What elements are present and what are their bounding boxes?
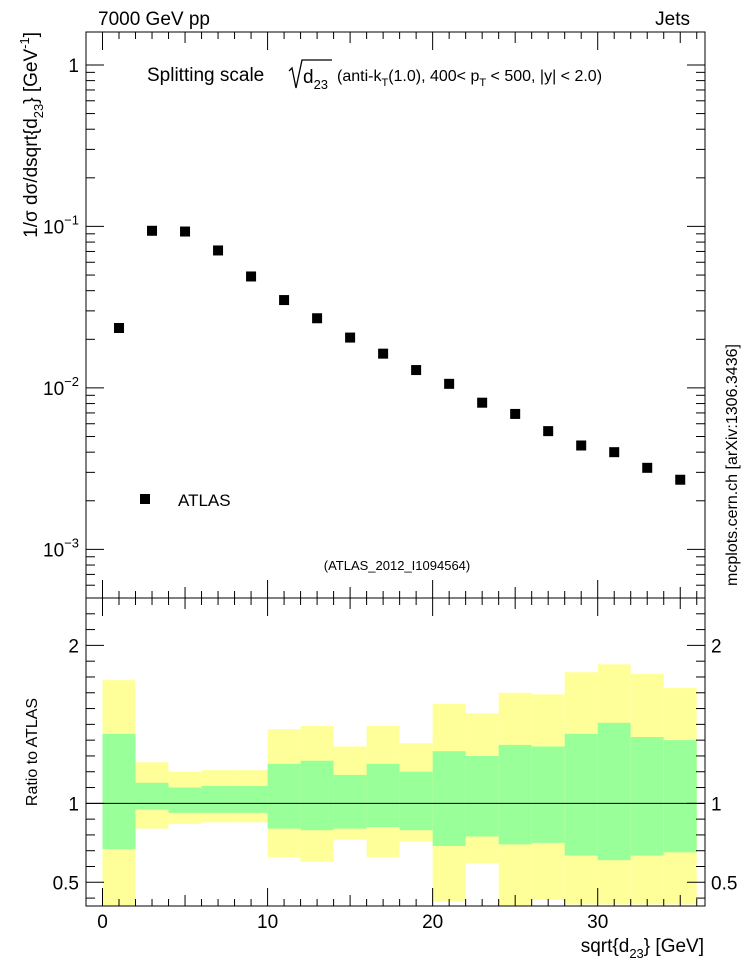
ratio-y-tick-label: 1 [68, 794, 79, 815]
data-point [609, 447, 620, 458]
data-point [279, 295, 290, 306]
ratio-y-tick-label: 0.5 [53, 873, 79, 894]
x-axis-label: sqrt{d23} [GeV] [581, 936, 704, 961]
main-y-axis-label: 1/σ dσ/dsqrt{d23} [GeV-1] [17, 32, 46, 238]
ratio-inner-band [267, 763, 301, 829]
data-point [180, 226, 191, 237]
ratio-inner-band [465, 755, 499, 837]
data-point [213, 245, 224, 256]
y-tick-label: 10−3 [43, 535, 79, 561]
data-point [543, 426, 554, 437]
data-point [345, 332, 356, 343]
ratio-inner-band [531, 746, 565, 843]
data-point [642, 462, 653, 473]
ratio-inner-band [135, 782, 169, 810]
data-point [510, 408, 521, 419]
legend-marker [140, 494, 150, 504]
data-point [378, 348, 389, 359]
ratio-inner-band [399, 771, 433, 831]
sqrt-symbol [288, 59, 332, 89]
ratio-inner-band [201, 785, 235, 813]
source-label: mcplots.cern.ch [arXiv:1306.3436] [724, 344, 741, 586]
ratio-plot-frame [85, 597, 706, 907]
data-point [576, 440, 587, 451]
ratio-y-axis-label: Ratio to ATLAS [24, 698, 41, 806]
data-point [411, 365, 422, 376]
energy-label: 7000 GeV pp [98, 9, 210, 30]
ratio-y-tick-label-right: 0.5 [711, 873, 737, 894]
ratio-inner-band [300, 760, 334, 831]
chart-title: Splitting scale [147, 65, 264, 86]
data-point [246, 271, 257, 282]
ratio-y-tick-label-right: 2 [711, 636, 722, 657]
ratio-inner-band [234, 785, 268, 813]
y-tick-label: 10−2 [43, 374, 79, 400]
y-tick-label: 1 [68, 56, 79, 77]
ratio-inner-band [498, 744, 532, 845]
ratio-inner-band [366, 763, 400, 828]
x-tick-label: 0 [97, 912, 108, 933]
ratio-y-tick-label: 2 [68, 636, 79, 657]
ratio-inner-band [432, 751, 466, 846]
y-tick-label: 10−1 [43, 212, 79, 238]
x-tick-label: 30 [587, 912, 608, 933]
process-label: Jets [655, 9, 690, 30]
data-point [312, 313, 323, 324]
data-point [477, 397, 488, 408]
ratio-inner-band [333, 774, 367, 829]
legend-label: ATLAS [178, 491, 231, 510]
data-point [147, 225, 158, 236]
ratio-inner-band [663, 740, 697, 853]
ratio-inner-band [597, 722, 631, 861]
ratio-inner-band [102, 733, 136, 850]
x-tick-label: 20 [422, 912, 443, 933]
data-point [444, 378, 455, 389]
chart-title-details: (anti-kT(1.0), 400< pT < 500, |y| < 2.0) [337, 68, 602, 89]
ratio-y-tick-label-right: 1 [711, 794, 722, 815]
ratio-inner-band [564, 733, 598, 856]
data-point [114, 322, 125, 333]
main-plot-frame [85, 31, 706, 599]
ratio-inner-band [630, 736, 664, 856]
ratio-inner-band [168, 787, 202, 813]
data-point [675, 474, 686, 485]
analysis-watermark: (ATLAS_2012_I1094564) [324, 558, 470, 573]
chart-title-sqrt: d23 [303, 67, 328, 92]
x-tick-label: 10 [257, 912, 278, 933]
